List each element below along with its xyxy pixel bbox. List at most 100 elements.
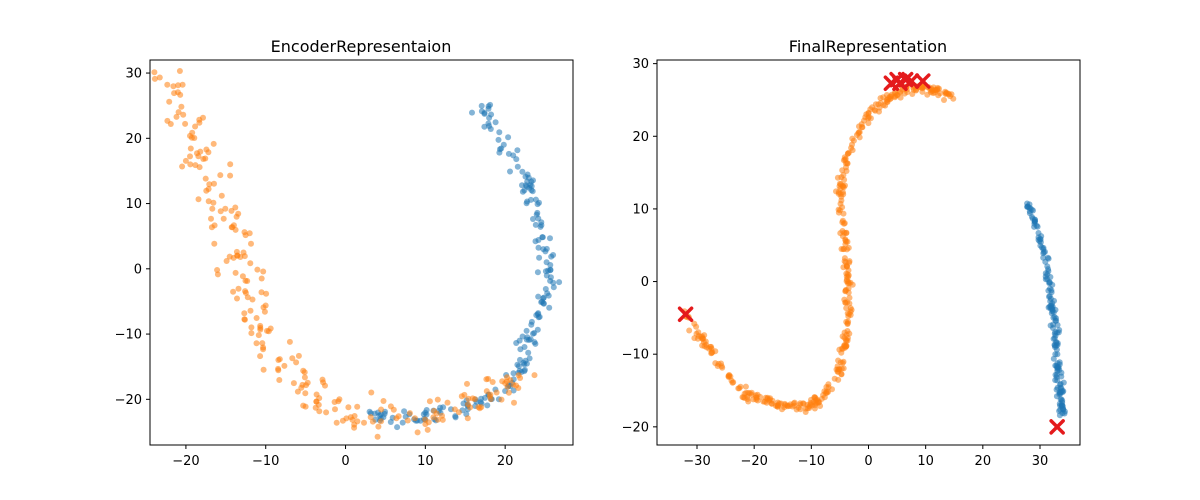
scatter-point	[331, 399, 338, 405]
scatter-point	[319, 376, 326, 383]
scatter-point	[505, 150, 512, 157]
y-tick-label: 0	[134, 262, 142, 277]
scatter-point	[390, 406, 397, 413]
x-tick-label: −20	[740, 454, 767, 469]
y-tick-label: 10	[632, 202, 649, 217]
scatter-point	[170, 83, 177, 90]
scatter-point	[1046, 280, 1053, 287]
scatter-point	[178, 103, 185, 110]
x-axis-ticks: −30 −20 −10 0 10 20 30	[683, 445, 1048, 469]
scatter-point	[510, 370, 517, 377]
scatter-point	[844, 263, 850, 270]
scatter-point	[837, 200, 844, 207]
scatter-point	[840, 210, 847, 217]
scatter-point	[247, 307, 254, 314]
scatter-point	[241, 316, 248, 323]
scatter-point	[708, 350, 715, 357]
scatter-point	[843, 229, 850, 236]
scatter-point	[440, 404, 447, 411]
scatter-point	[510, 381, 517, 388]
scatter-point	[528, 318, 535, 325]
scatter-point	[301, 369, 308, 376]
scatter-point	[543, 245, 550, 252]
scatter-point	[323, 409, 330, 416]
scatter-point	[179, 163, 186, 170]
scatter-point	[507, 168, 513, 175]
scatter-point	[195, 196, 202, 203]
scatter-point	[493, 389, 500, 396]
scatter-point	[1033, 222, 1040, 229]
x-tick-label: 20	[975, 454, 992, 469]
scatter-point	[192, 123, 199, 130]
scatter-point	[729, 379, 736, 386]
scatter-point	[530, 330, 536, 337]
scatter-point	[187, 153, 193, 160]
scatter-point	[492, 119, 499, 126]
scatter-point	[452, 414, 459, 421]
scatter-point	[242, 232, 249, 239]
scatter-point	[232, 204, 239, 211]
scatter-point	[530, 216, 536, 222]
scatter-point	[464, 380, 470, 387]
scatter-point	[519, 333, 526, 340]
scatter-point	[550, 284, 557, 291]
scatter-point	[712, 360, 719, 367]
scatter-point	[209, 205, 216, 212]
scatter-point	[214, 271, 221, 278]
scatter-point	[841, 220, 848, 227]
scatter-point	[536, 254, 543, 261]
scatter-point	[538, 219, 545, 226]
y-tick-label: −20	[115, 393, 142, 408]
scatter-point	[1044, 263, 1051, 270]
scatter-point	[548, 253, 555, 260]
scatter-point	[505, 134, 512, 141]
scatter-point	[835, 357, 842, 364]
scatter-point	[718, 363, 725, 370]
scatter-point	[239, 273, 246, 280]
scatter-point	[536, 199, 542, 206]
scatter-point	[217, 172, 224, 179]
scatter-point	[535, 293, 542, 300]
scatter-point	[478, 395, 485, 402]
scatter-point	[478, 102, 485, 109]
scatter-point	[520, 359, 527, 366]
plot-frame	[149, 59, 574, 446]
scatter-point	[196, 116, 203, 123]
scatter-point	[550, 279, 557, 286]
scatter-point	[807, 400, 814, 406]
scatter-point	[950, 95, 957, 102]
scatter-point	[322, 382, 328, 389]
scatter-point	[368, 389, 375, 396]
scatter-point	[222, 205, 229, 212]
scatter-point	[203, 146, 210, 153]
scatter-point	[469, 109, 475, 116]
scatter-point	[171, 90, 178, 97]
scatter-point	[787, 401, 794, 408]
scatter-point	[532, 340, 539, 347]
scatter-point	[395, 413, 402, 420]
scatter-point	[182, 120, 189, 127]
scatter-point	[488, 111, 495, 118]
y-tick-label: 20	[632, 130, 649, 145]
scatter-point	[846, 294, 853, 301]
scatter-point	[834, 174, 841, 181]
scatter-point	[248, 240, 254, 247]
scatter-point	[691, 335, 698, 342]
scatter-point	[1045, 255, 1052, 262]
scatter-point	[845, 318, 852, 325]
scatter-point	[686, 327, 693, 334]
scatter-point	[173, 113, 180, 120]
scatter-point	[525, 349, 532, 356]
scatter-point	[455, 409, 462, 416]
scatter-point	[375, 423, 382, 430]
scatter-point	[244, 278, 251, 284]
scatter-point	[753, 394, 760, 401]
scatter-point	[208, 215, 214, 222]
scatter-point	[1032, 217, 1038, 224]
scatter-point	[867, 115, 874, 122]
scatter-point	[532, 221, 539, 228]
scatter-point	[187, 145, 194, 152]
scatter-point	[844, 160, 851, 167]
scatter-point	[333, 419, 340, 426]
scatter-point	[220, 215, 227, 222]
